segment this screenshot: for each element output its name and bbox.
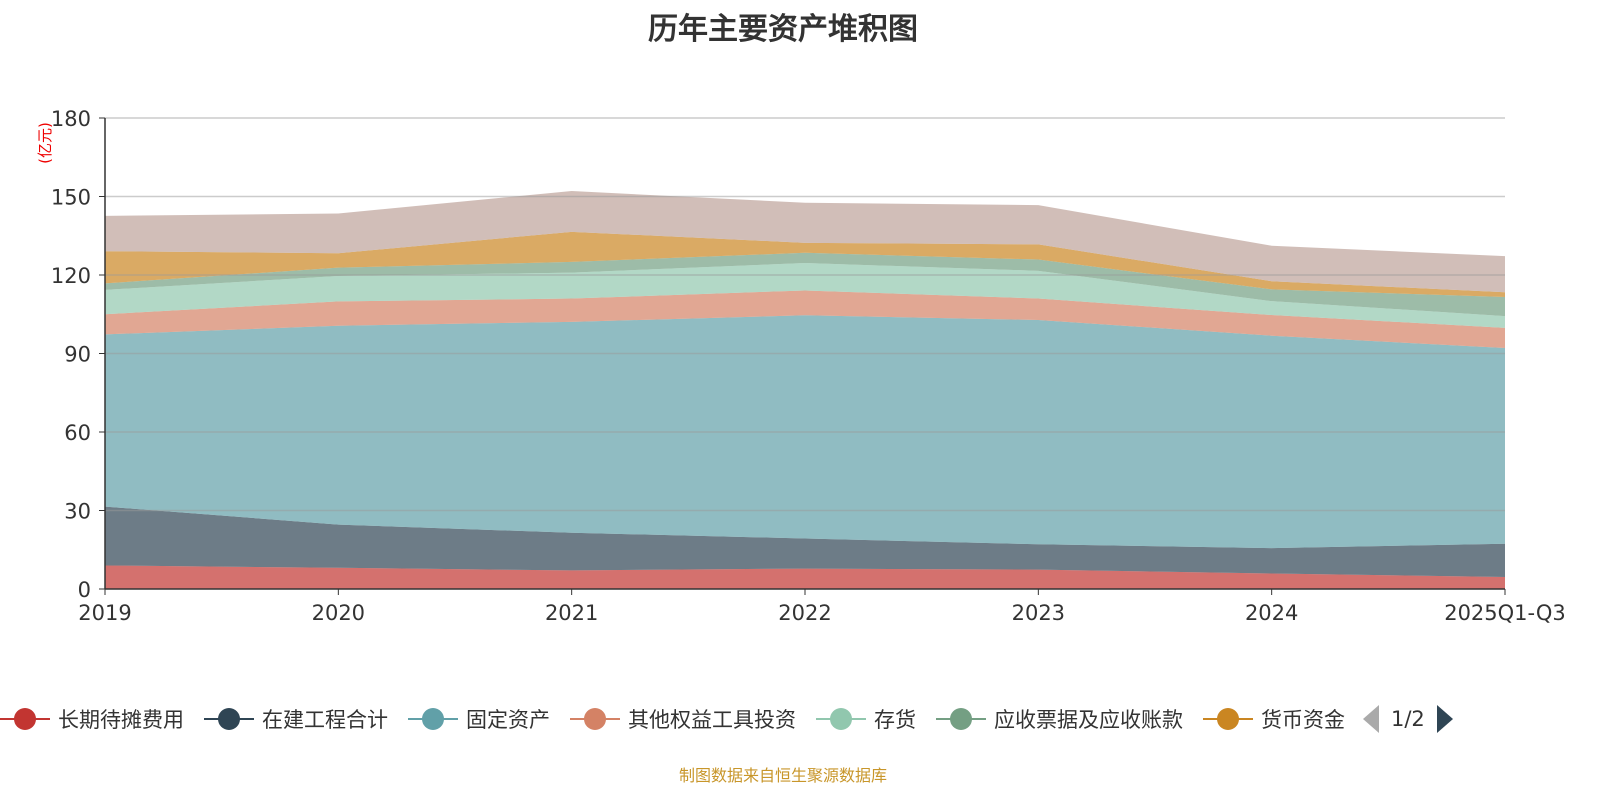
area-series-7[interactable] [105, 191, 1505, 293]
legend-next-icon[interactable] [1436, 705, 1453, 733]
y-axis-label: (亿元) [36, 122, 54, 164]
area-series-5[interactable] [105, 252, 1505, 317]
legend-label: 应收票据及应收账款 [994, 708, 1183, 732]
legend-prev-icon[interactable] [1363, 705, 1379, 733]
y-tick-label: 60 [64, 421, 91, 445]
legend: 长期待摊费用 在建工程合计 固定资产 其他权益工具投资 存货 应收票据及应收账款 货币资金 … [0, 704, 1600, 734]
y-tick-label: 90 [64, 343, 91, 367]
legend-label: 存货 [874, 708, 916, 732]
legend-marker-icon [570, 707, 620, 731]
legend-label: 在建工程合计 [262, 708, 388, 732]
legend-item[interactable]: 存货 [816, 704, 916, 734]
area-series-6[interactable] [105, 231, 1505, 297]
x-tick-label: 2022 [778, 601, 831, 625]
legend-item[interactable]: 长期待摊费用 [0, 704, 184, 734]
x-tick-label: 2020 [312, 601, 365, 625]
y-tick-label: 30 [64, 500, 91, 524]
legend-marker-icon [1203, 707, 1253, 731]
legend-marker-icon [936, 707, 986, 731]
data-source-note: 制图数据来自恒生聚源数据库 [678, 766, 887, 785]
x-tick-label: 2021 [545, 601, 598, 625]
legend-marker-icon [408, 707, 458, 731]
legend-item[interactable]: 应收票据及应收账款 [936, 704, 1183, 734]
chart-title: 历年主要资产堆积图 [648, 12, 918, 47]
stacked-area-chart: 0 30 60 90 120 150 180 2019 2020 2021 2022 2023 2024… [36, 107, 1566, 625]
legend-label: 其他权益工具投资 [628, 708, 796, 732]
legend-items: 长期待摊费用 在建工程合计 固定资产 其他权益工具投资 存货 应收票据及应收账款 货币资金 [0, 704, 1365, 734]
legend-pager: 1/2 [1363, 705, 1453, 733]
legend-label: 货币资金 [1261, 708, 1345, 732]
area-series-3[interactable] [105, 290, 1505, 349]
legend-marker-icon [816, 707, 866, 731]
x-tick-label: 2019 [78, 601, 131, 625]
legend-item[interactable]: 固定资产 [408, 704, 550, 734]
x-tick-label: 2024 [1245, 601, 1298, 625]
legend-page-indicator: 1/2 [1391, 707, 1425, 731]
y-tick-label: 150 [51, 186, 91, 210]
legend-label: 长期待摊费用 [58, 708, 184, 732]
y-tick-label: 120 [51, 264, 91, 288]
legend-item[interactable]: 在建工程合计 [204, 704, 388, 734]
legend-item[interactable]: 货币资金 [1203, 704, 1345, 734]
x-tick-label: 2025Q1-Q3 [1444, 601, 1566, 625]
legend-marker-icon [0, 707, 50, 731]
legend-label: 固定资产 [466, 708, 550, 732]
area-series-4[interactable] [105, 262, 1505, 328]
area-series-0[interactable] [105, 565, 1505, 589]
y-tick-label: 180 [51, 107, 91, 131]
legend-marker-icon [204, 707, 254, 731]
x-tick-label: 2023 [1012, 601, 1065, 625]
y-tick-label: 0 [78, 578, 91, 602]
area-series-1[interactable] [105, 506, 1505, 577]
legend-item[interactable]: 其他权益工具投资 [570, 704, 796, 734]
